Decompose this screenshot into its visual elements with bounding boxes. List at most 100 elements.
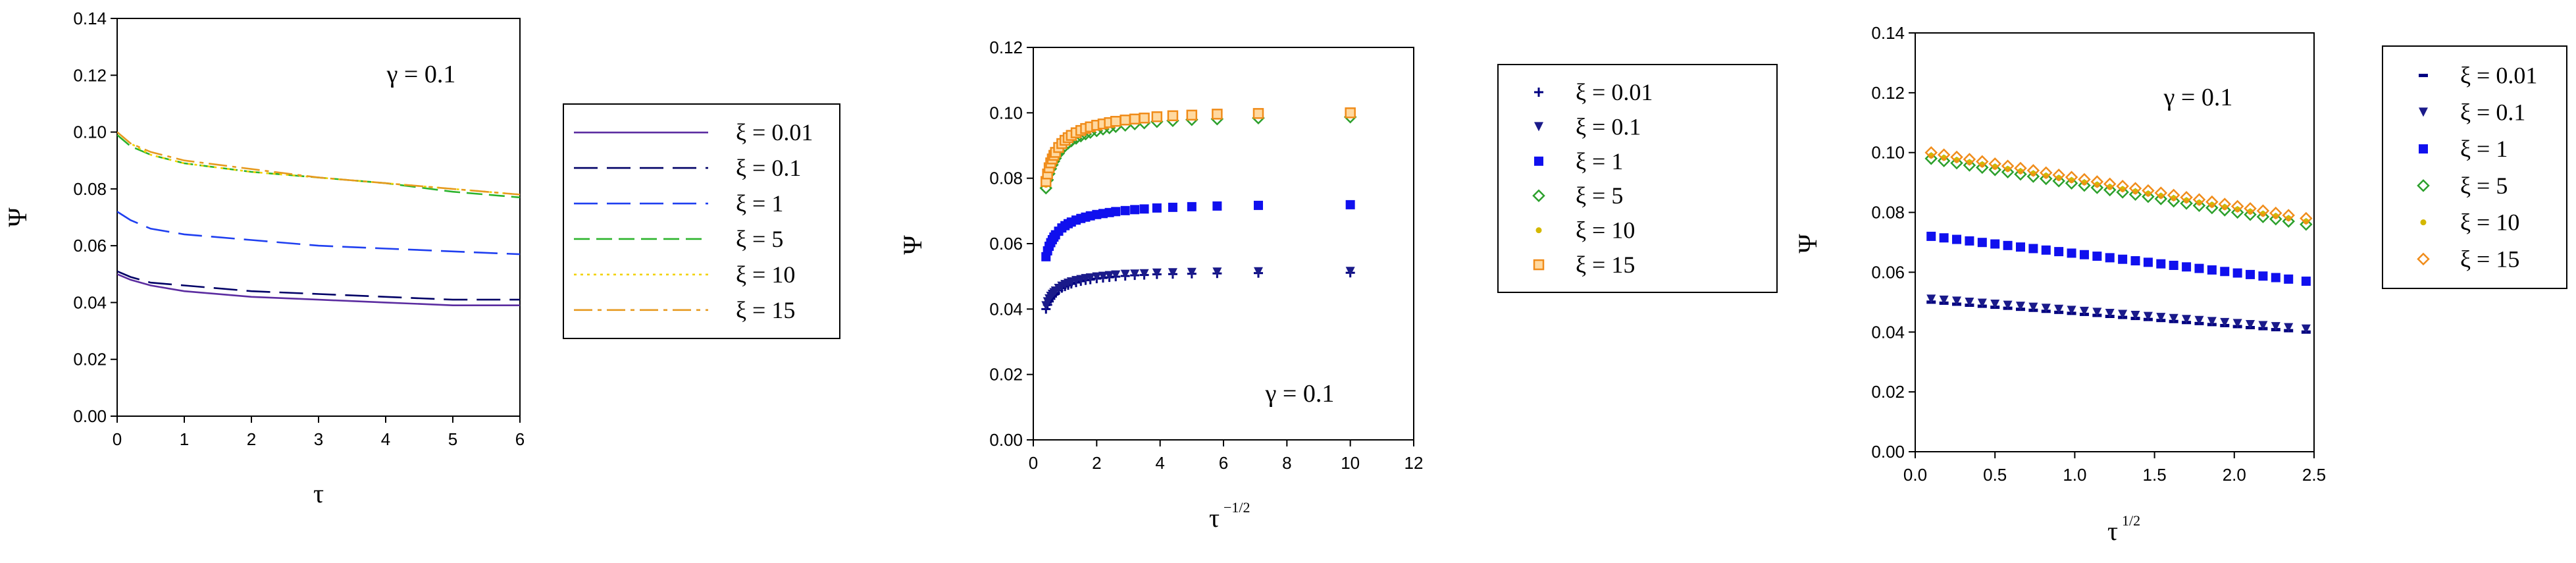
chart3-series-6-point (2282, 209, 2295, 222)
chart3-series-6-point (2128, 182, 2142, 195)
chart1-series-1-line (117, 273, 520, 306)
chart3-series-2-point (2301, 324, 2311, 334)
chart3-series-4-point (2065, 176, 2078, 190)
chart3-series-3-point (2130, 256, 2140, 266)
chart3-series-4-point (2167, 194, 2180, 208)
chart3-y-tick-label: 0.04 (1871, 322, 1905, 342)
chart3-series-2-point (2105, 308, 2115, 318)
chart3-series-6-point (1950, 150, 1963, 164)
chart3-x-tick-label: 1.0 (2063, 465, 2086, 485)
chart3-series-3-point (2246, 269, 2255, 279)
chart2-y-axis-label: Ψ (898, 235, 927, 255)
chart1-legend-box (563, 103, 840, 339)
chart2-series-3-point (1130, 205, 1140, 215)
chart3-series-3-point (2301, 277, 2311, 286)
chart3-series-group (1924, 146, 2313, 334)
chart1-x-tick-label: 0 (113, 429, 122, 449)
chart2-legend-entry-6-swatch (1533, 259, 1545, 271)
chart2-gamma-annotation: γ = 0.1 (1265, 380, 1335, 408)
chart3-series-3-point (2105, 253, 2115, 263)
chart2-y-tick-label: 0.04 (989, 299, 1023, 319)
chart2-series-2-point (1098, 271, 1108, 281)
chart3-series-2-point (1926, 294, 1936, 304)
chart2-series-6-point (1129, 113, 1141, 125)
chart2-legend-entry-3-swatch (1534, 156, 1543, 166)
chart3-x-axis-label: τ (2107, 516, 2118, 546)
chart2-series-6-point (1139, 113, 1150, 124)
chart2-x-tick-label: 0 (1029, 453, 1038, 473)
chart3-legend-entry-6-label: ξ = 15 (2460, 246, 2519, 272)
chart3-series-3-point (2182, 262, 2192, 272)
chart2-series-6-point (1110, 115, 1121, 127)
chart2-series-3-point (1212, 201, 1222, 211)
chart3-legend-entry-6-swatch (2417, 252, 2430, 266)
chart1-y-tick-label: 0.14 (73, 9, 107, 28)
chart3-legend-entry-4-label: ξ = 5 (2460, 173, 2508, 199)
chart3-x-tick-label: 0.0 (1903, 465, 1927, 485)
chart3-y-tick-label: 0.12 (1871, 83, 1905, 103)
chart3-series-4-point (2154, 192, 2168, 205)
chart3-series-4-point (2040, 172, 2053, 186)
chart3-series-2-point (2182, 315, 2192, 325)
chart3-series-2-point (1990, 300, 2000, 309)
chart2-series-2-point (1092, 272, 1102, 282)
chart1-y-tick-label: 0.10 (73, 122, 107, 142)
chart3-series-4-point (2142, 190, 2155, 203)
chart3-series-6-point (2205, 195, 2219, 209)
chart2-x-tick-label: 12 (1404, 453, 1424, 473)
chart3-series-6-point (2001, 159, 2015, 173)
chart2-series-6-point (1252, 108, 1264, 119)
chart3-series-2-point (2118, 309, 2128, 319)
chart3-series-6-point (2090, 175, 2104, 188)
chart3-series-4-point (2052, 174, 2065, 188)
chart3-series-4-point (2218, 203, 2232, 217)
chart3-legend-entry-4-swatch (2417, 179, 2430, 192)
chart2-series-3-point (1168, 202, 1177, 212)
chart3-series-3-point (2169, 260, 2178, 270)
chart3-series-6-point (2256, 204, 2270, 217)
chart1-series-3-line (117, 211, 520, 255)
chart3-series-3-point (1965, 236, 1974, 246)
chart2-legend-entry-2-swatch (1534, 122, 1543, 132)
chart3-y-tick-label: 0.00 (1871, 442, 1905, 462)
chart2-series-2-point (1111, 270, 1121, 280)
chart3-legend-entry-3-label: ξ = 1 (2460, 136, 2508, 162)
chart2-series-6-point (1120, 115, 1131, 126)
chart3-x-tick-label: 2.5 (2302, 465, 2326, 485)
chart2-x-tick-label: 4 (1155, 453, 1164, 473)
chart2-legend-entry-4-swatch (1532, 189, 1545, 202)
chart3-legend-entry-1-swatch (2419, 74, 2428, 78)
chart2-series-3-point (1120, 205, 1130, 215)
chart2-series-2-point (1152, 268, 1162, 278)
chart3-x-axis-superscript: 1/2 (2122, 512, 2140, 529)
chart3-y-tick-label: 0.14 (1871, 23, 1905, 43)
chart3-series-3-point (1977, 238, 1987, 248)
chart3-series-6-point (2180, 190, 2193, 204)
chart2-legend-box (1497, 64, 1778, 293)
chart3-series-4-point (2116, 186, 2129, 199)
chart2-series-3-point (1253, 200, 1263, 210)
chart1-series-group (117, 131, 520, 306)
chart2-legend-entry-3-label: ξ = 1 (1576, 148, 1623, 174)
chart3-y-axis-label: Ψ (1793, 234, 1822, 254)
chart3-series-3-point (2067, 248, 2076, 258)
chart3-series-6-point (2065, 171, 2078, 184)
chart3-series-2-point (2246, 319, 2255, 329)
chart3-legend-box (2382, 45, 2567, 289)
chart3-series-6-point (1963, 153, 1976, 166)
chart3-series-6-point (2142, 184, 2155, 198)
chart3-series-6-point (2014, 161, 2027, 175)
chart3-series-3-point (2143, 257, 2153, 267)
chart3-x-tick-label: 1.5 (2143, 465, 2167, 485)
chart3-series-3-point (2232, 268, 2242, 278)
chart3-series-6-point (2116, 179, 2129, 193)
chart3-series-2-point (2003, 300, 2013, 310)
chart3-series-4-point (2205, 201, 2219, 215)
chart2-legend-entry-4-label: ξ = 5 (1576, 182, 1623, 209)
chart3-series-6-point (2244, 202, 2257, 215)
chart3-series-2-point (2284, 323, 2294, 333)
chart2-series-3-point (1111, 207, 1121, 217)
chart3-series-2-point (2258, 321, 2268, 331)
chart3-series-3-point (2015, 242, 2025, 252)
